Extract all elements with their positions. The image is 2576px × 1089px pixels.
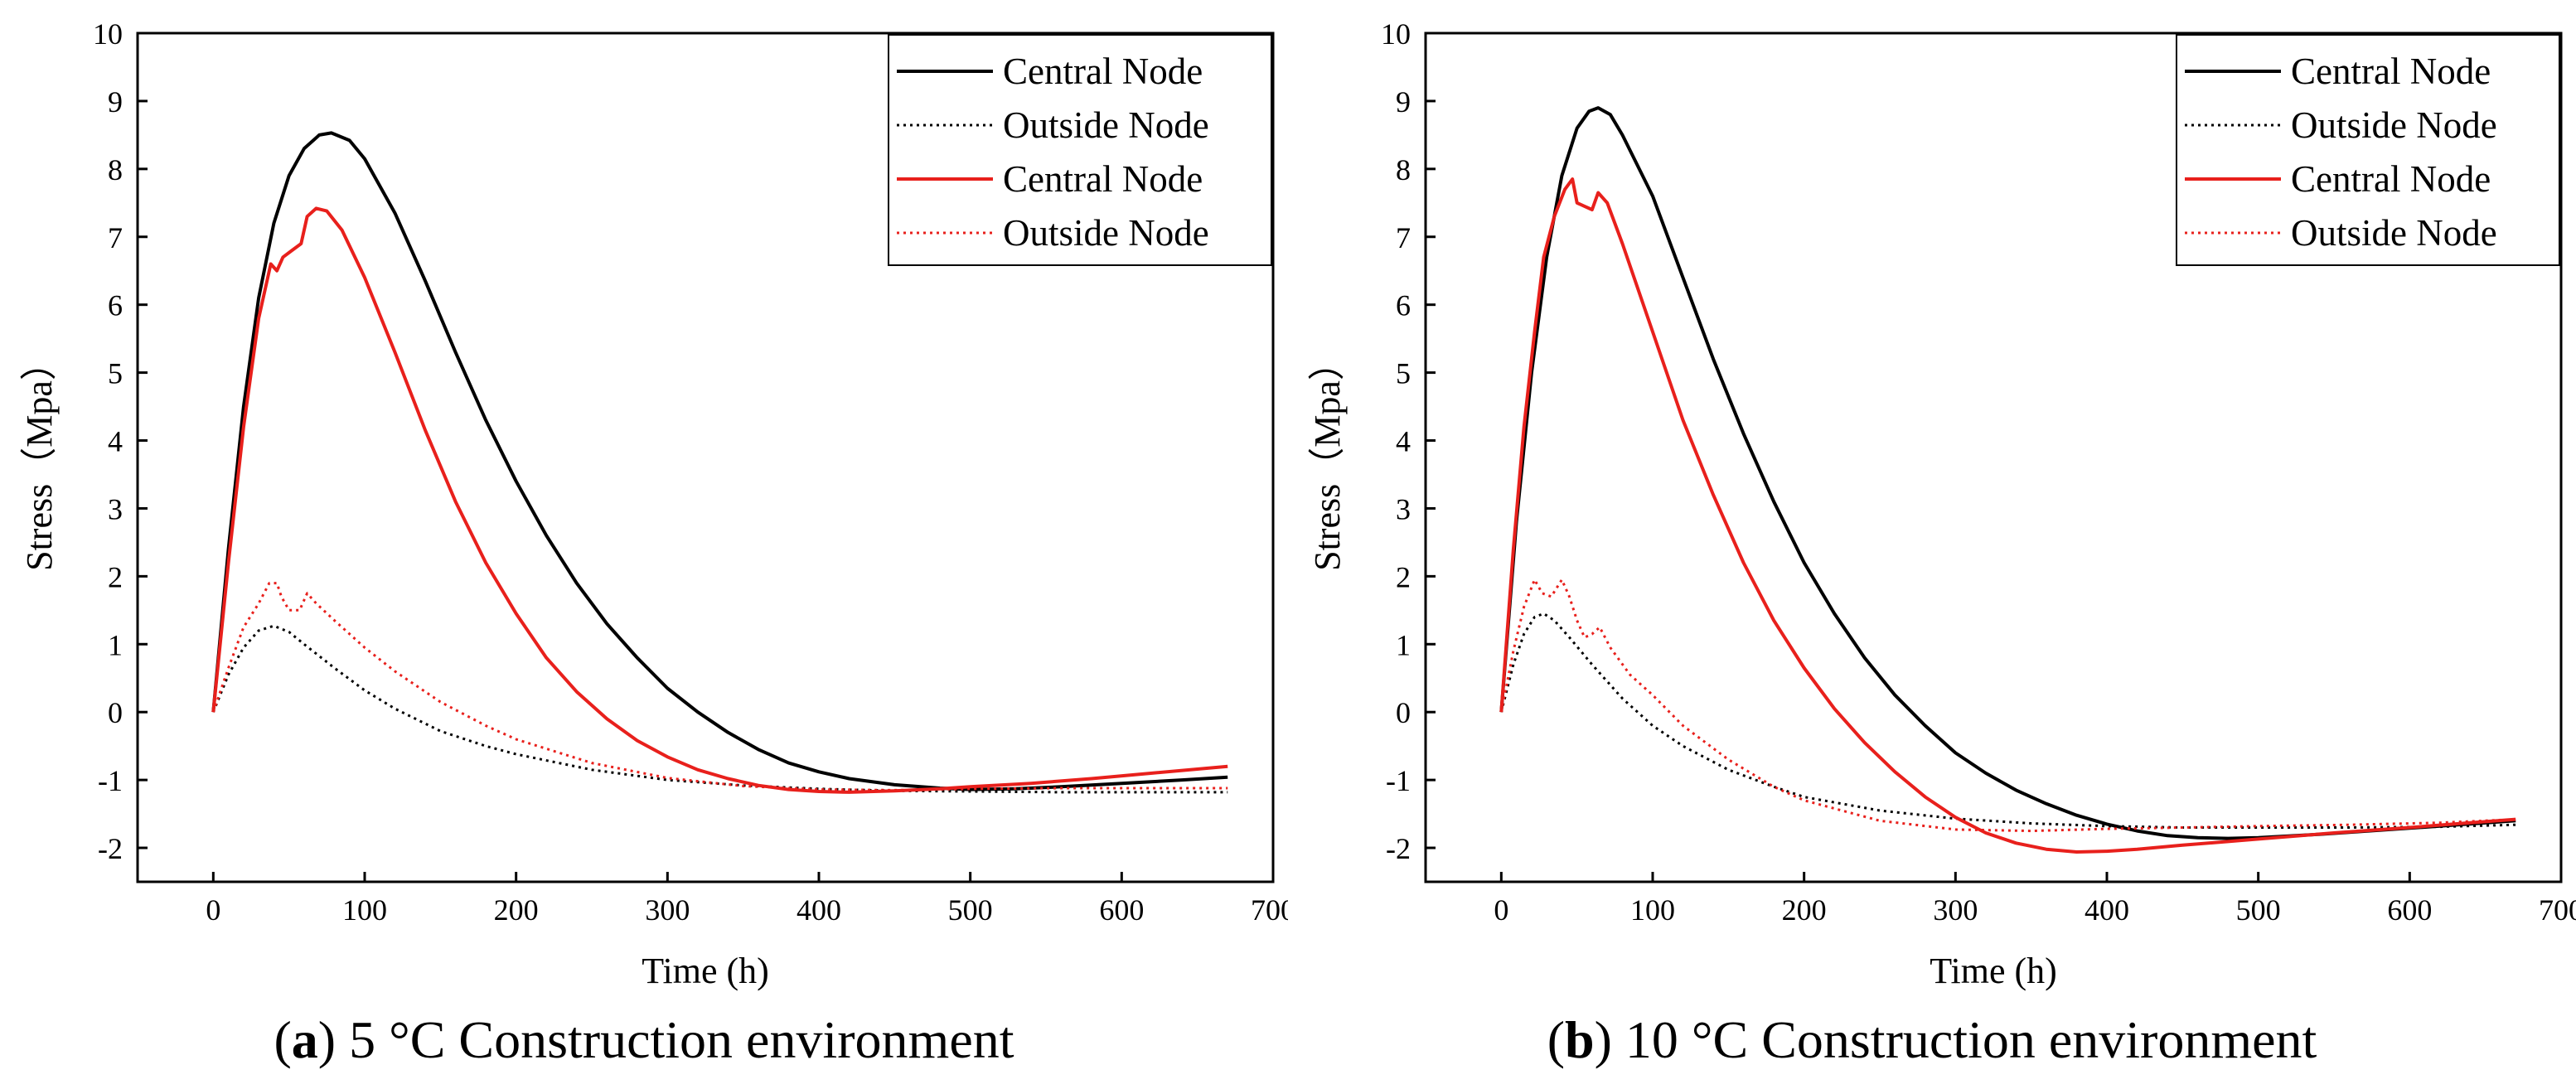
y-axis-label: Stress（Mpa） [19, 344, 60, 571]
series-line-2 [211, 624, 1228, 794]
legend-box [888, 34, 1272, 266]
legend-label: Central Node [2291, 158, 2491, 200]
x-tick-label: 200 [1782, 893, 1827, 927]
plot-frame [136, 31, 1275, 883]
caption-letter: b [1565, 1010, 1595, 1069]
x-tick-label: 0 [206, 893, 220, 927]
legend: Central Node Outside Node Central Node Outs… [888, 34, 1272, 266]
legend-label: Outside Node [2291, 212, 2497, 254]
series-line-3 [211, 206, 1228, 794]
y-tick-label: 2 [108, 560, 123, 593]
y-tick-label: 0 [1396, 696, 1411, 729]
x-tick-label: 300 [645, 893, 690, 927]
legend-label: Central Node [1003, 158, 1203, 200]
y-tick-label: 2 [1396, 560, 1411, 593]
y-tick-label: 10 [93, 17, 123, 51]
y-tick-label: 1 [1396, 628, 1411, 661]
series-line-4 [211, 582, 1228, 791]
y-tick-label: 3 [108, 492, 123, 525]
chart-panel-b: 0 100 200 300 400 500 600 700 -2 -1 0 1 2 3 4 5 6 7 8 9 10 Ti… [1288, 0, 2576, 1089]
legend-label: Outside Node [2291, 104, 2497, 146]
y-tick-label: 9 [108, 85, 123, 119]
plot-frame [1424, 31, 2563, 883]
y-tick-label: 7 [108, 221, 123, 254]
x-tick-label: 200 [494, 893, 539, 927]
y-tick-label: 6 [1396, 289, 1411, 322]
x-tick-label: 700 [1251, 893, 1288, 927]
x-tick-label: 600 [1099, 893, 1144, 927]
caption-text: 10 °C Construction environment [1611, 1010, 2317, 1069]
y-tick-label: 6 [108, 289, 123, 322]
y-tick-label: 3 [1396, 492, 1411, 525]
y-tick-label: 4 [1396, 425, 1411, 458]
y-tick-label: 5 [1396, 357, 1411, 390]
y-tick-label: -1 [1386, 764, 1411, 797]
y-tick-label: 8 [108, 153, 123, 186]
x-tick-label: 500 [948, 893, 993, 927]
x-tick-label: 0 [1494, 893, 1508, 927]
y-tick-label: -1 [98, 764, 123, 797]
y-tick-label: 10 [1381, 17, 1411, 51]
y-tick-label: 0 [108, 696, 123, 729]
legend: Central Node Outside Node Central Node Outs… [2176, 34, 2560, 266]
series-line-4 [1499, 578, 2516, 833]
legend-label: Central Node [2291, 51, 2491, 92]
y-tick-label: 9 [1396, 85, 1411, 119]
x-tick-label: 400 [797, 893, 841, 927]
x-tick-label: 100 [1630, 893, 1675, 927]
series-line-3 [1499, 177, 2516, 854]
x-tick-label: 300 [1933, 893, 1978, 927]
caption-b: (b) 10 °C Construction environment [1547, 1010, 2317, 1069]
chart-panel-a: 0 100 200 300 400 500 600 700 -2 -1 0 1 2 3 4 5 6 7 8 9 10 Ti… [19, 17, 1288, 1069]
legend-label: Outside Node [1003, 104, 1209, 146]
y-tick-label: 4 [108, 425, 123, 458]
caption-a: (a) 5 °C Construction environment [274, 1010, 1014, 1069]
y-axis-label: Stress（Mpa） [1307, 344, 1348, 571]
legend-label: Central Node [1003, 51, 1203, 92]
x-tick-label: 600 [2387, 893, 2432, 927]
y-tick-label: -2 [1386, 832, 1411, 865]
series-line-1 [1499, 106, 2516, 840]
y-tick-label: 5 [108, 357, 123, 390]
x-tick-label: 700 [2539, 893, 2576, 927]
x-axis-label: Time (h) [1930, 951, 2057, 991]
y-tick-label: 7 [1396, 221, 1411, 254]
y-tick-label: 1 [108, 628, 123, 661]
x-tick-label: 500 [2236, 893, 2281, 927]
x-tick-label: 400 [2085, 893, 2129, 927]
chart-svg-b: 0 100 200 300 400 500 600 700 -2 -1 0 1 2 3 4 5 6 7 8 9 10 Ti… [1307, 17, 2576, 991]
series-line-2 [1499, 612, 2516, 829]
y-tick-label: -2 [98, 832, 123, 865]
legend-label: Outside Node [1003, 212, 1209, 254]
x-axis-label: Time (h) [642, 951, 769, 991]
x-tick-label: 100 [342, 893, 387, 927]
legend-box [2176, 34, 2560, 266]
y-tick-label: 8 [1396, 153, 1411, 186]
caption-letter: a [291, 1010, 318, 1069]
chart-svg-a: 0 100 200 300 400 500 600 700 -2 -1 0 1 2 3 4 5 6 7 8 9 10 Ti… [19, 17, 1288, 991]
caption-text: 5 °C Construction environment [336, 1010, 1014, 1069]
